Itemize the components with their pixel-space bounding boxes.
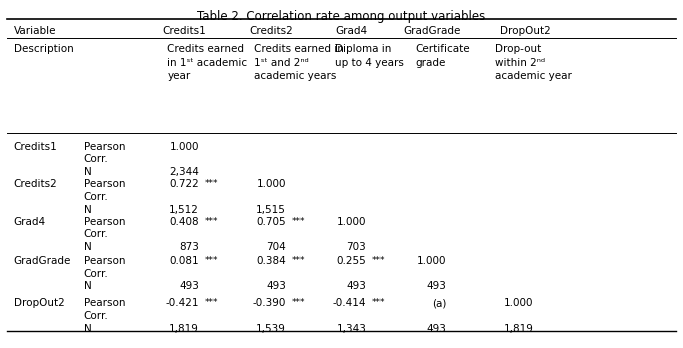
Text: -0.390: -0.390 — [253, 299, 286, 308]
Text: Diploma in
up to 4 years: Diploma in up to 4 years — [335, 45, 404, 68]
Text: -0.421: -0.421 — [165, 299, 199, 308]
Text: Pearson
Corr.: Pearson Corr. — [84, 299, 125, 321]
Text: Credits1: Credits1 — [163, 26, 206, 36]
Text: N: N — [84, 167, 92, 177]
Text: ***: *** — [291, 216, 305, 226]
Text: 0.081: 0.081 — [169, 256, 199, 266]
Text: 1,515: 1,515 — [256, 205, 286, 215]
Text: Pearson
Corr.: Pearson Corr. — [84, 142, 125, 164]
Text: Pearson
Corr.: Pearson Corr. — [84, 179, 125, 202]
Text: 1,819: 1,819 — [504, 324, 533, 334]
Text: 1.000: 1.000 — [337, 216, 366, 227]
Text: 493: 493 — [427, 282, 447, 291]
Text: ***: *** — [291, 299, 305, 308]
Text: 493: 493 — [179, 282, 199, 291]
Text: N: N — [84, 242, 92, 252]
Text: N: N — [84, 282, 92, 291]
Text: ***: *** — [204, 256, 218, 265]
Text: 0.722: 0.722 — [169, 179, 199, 189]
Text: ***: *** — [204, 299, 218, 308]
Text: 0.255: 0.255 — [337, 256, 366, 266]
Text: 1,512: 1,512 — [169, 205, 199, 215]
Text: Credits2: Credits2 — [249, 26, 293, 36]
Text: 0.408: 0.408 — [169, 216, 199, 227]
Text: Certificate
grade: Certificate grade — [415, 45, 470, 68]
Text: ***: *** — [372, 256, 385, 265]
Text: 1.000: 1.000 — [504, 299, 533, 308]
Text: ***: *** — [372, 299, 385, 308]
Text: 703: 703 — [346, 242, 366, 252]
Text: 704: 704 — [266, 242, 286, 252]
Text: Credits1: Credits1 — [14, 142, 57, 152]
Text: 1,819: 1,819 — [169, 324, 199, 334]
Text: 493: 493 — [266, 282, 286, 291]
Text: Pearson
Corr.: Pearson Corr. — [84, 216, 125, 239]
Text: N: N — [84, 324, 92, 334]
Text: 2,344: 2,344 — [169, 167, 199, 177]
Text: 0.705: 0.705 — [256, 216, 286, 227]
Text: ***: *** — [204, 179, 218, 188]
Text: N: N — [84, 205, 92, 215]
Text: 1,343: 1,343 — [337, 324, 366, 334]
Text: 1.000: 1.000 — [169, 142, 199, 152]
Text: ***: *** — [204, 216, 218, 226]
Text: 0.384: 0.384 — [256, 256, 286, 266]
Text: Table 2. Correlation rate among output variables: Table 2. Correlation rate among output v… — [197, 10, 486, 23]
Text: Pearson
Corr.: Pearson Corr. — [84, 256, 125, 279]
Text: (a): (a) — [432, 299, 447, 308]
Text: Description: Description — [14, 45, 73, 54]
Text: 493: 493 — [427, 324, 447, 334]
Text: GradGrade: GradGrade — [403, 26, 460, 36]
Text: DropOut2: DropOut2 — [14, 299, 64, 308]
Text: 493: 493 — [346, 282, 366, 291]
Text: 1.000: 1.000 — [256, 179, 286, 189]
Text: Credits earned
in 1ˢᵗ academic
year: Credits earned in 1ˢᵗ academic year — [167, 45, 248, 81]
Text: Credits2: Credits2 — [14, 179, 57, 189]
Text: Drop-out
within 2ⁿᵈ
academic year: Drop-out within 2ⁿᵈ academic year — [495, 45, 572, 81]
Text: 873: 873 — [179, 242, 199, 252]
Text: 1.000: 1.000 — [417, 256, 447, 266]
Text: Grad4: Grad4 — [14, 216, 46, 227]
Text: GradGrade: GradGrade — [14, 256, 71, 266]
Text: 1,539: 1,539 — [256, 324, 286, 334]
Text: Credits earned in
1ˢᵗ and 2ⁿᵈ
academic years: Credits earned in 1ˢᵗ and 2ⁿᵈ academic y… — [255, 45, 344, 81]
Text: Variable: Variable — [14, 26, 56, 36]
Text: ***: *** — [291, 256, 305, 265]
Text: Grad4: Grad4 — [335, 26, 367, 36]
Text: -0.414: -0.414 — [333, 299, 366, 308]
Text: DropOut2: DropOut2 — [500, 26, 551, 36]
